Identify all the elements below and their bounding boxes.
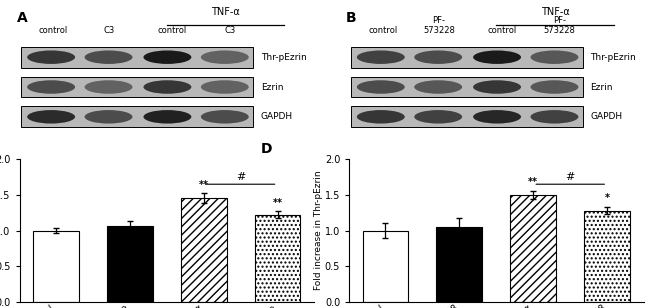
Text: C3: C3 [224,26,235,35]
Bar [255,215,300,302]
Ellipse shape [144,51,191,64]
Ellipse shape [27,110,75,124]
Text: D: D [261,142,272,156]
Ellipse shape [201,51,249,64]
Ellipse shape [357,51,405,64]
Ellipse shape [473,51,521,64]
Bar [33,231,79,302]
Text: **: ** [199,180,209,190]
Bar [363,231,408,302]
Bar [107,225,153,302]
Text: *: * [604,193,610,204]
Ellipse shape [530,80,578,94]
Text: Thr-pEzrin: Thr-pEzrin [261,53,307,62]
Ellipse shape [414,110,462,124]
Text: **: ** [528,177,538,187]
Bar [181,198,227,302]
Ellipse shape [201,110,249,124]
Bar [510,195,556,302]
Text: **: ** [272,198,283,208]
Text: control: control [488,26,517,35]
Ellipse shape [530,51,578,64]
Text: TNF-α: TNF-α [211,7,240,17]
Text: B: B [346,10,357,25]
Bar [350,47,583,67]
Ellipse shape [414,80,462,94]
Text: #: # [236,172,245,182]
Text: C3: C3 [103,26,115,35]
Ellipse shape [414,51,462,64]
Ellipse shape [84,51,133,64]
Ellipse shape [84,110,133,124]
Text: GAPDH: GAPDH [590,112,623,121]
Text: Ezrin: Ezrin [261,83,283,91]
Ellipse shape [201,80,249,94]
Ellipse shape [473,80,521,94]
Text: Thr-pEzrin: Thr-pEzrin [590,53,636,62]
Text: #: # [566,172,575,182]
Bar [21,107,254,127]
Ellipse shape [357,80,405,94]
Ellipse shape [357,110,405,124]
Ellipse shape [27,80,75,94]
Text: GAPDH: GAPDH [261,112,293,121]
Bar [350,77,583,97]
Bar [436,227,482,302]
Text: control: control [369,26,398,35]
Ellipse shape [144,80,191,94]
Bar [584,211,630,302]
Text: PF-
573228: PF- 573228 [543,16,575,35]
Text: control: control [158,26,187,35]
Ellipse shape [473,110,521,124]
Text: PF-
573228: PF- 573228 [423,16,455,35]
Ellipse shape [27,51,75,64]
Ellipse shape [144,110,191,124]
Text: TNF-α: TNF-α [541,7,569,17]
Text: Ezrin: Ezrin [590,83,613,91]
Y-axis label: Fold increase in Thr-pEzrin: Fold increase in Thr-pEzrin [315,171,323,290]
Ellipse shape [84,80,133,94]
Bar [350,107,583,127]
Ellipse shape [530,110,578,124]
Bar [21,47,254,67]
Text: control: control [39,26,68,35]
Text: A: A [16,10,27,25]
Bar [21,77,254,97]
